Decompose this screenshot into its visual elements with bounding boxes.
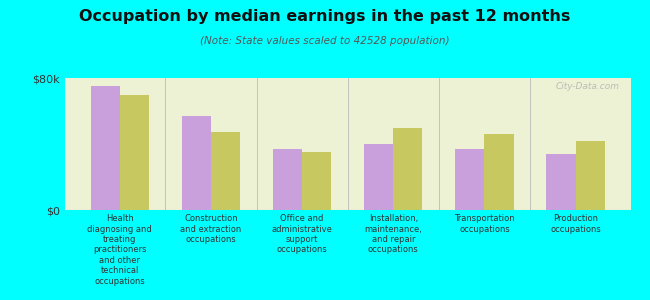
Bar <box>484 134 514 210</box>
Text: City-Data.com: City-Data.com <box>555 82 619 91</box>
Bar <box>455 149 484 210</box>
Bar <box>91 86 120 210</box>
Text: Occupation by median earnings in the past 12 months: Occupation by median earnings in the pas… <box>79 9 571 24</box>
Bar <box>302 152 332 210</box>
Bar <box>211 132 240 210</box>
Bar <box>576 141 604 210</box>
Bar <box>273 149 302 210</box>
Bar <box>120 94 149 210</box>
Bar <box>364 144 393 210</box>
Bar <box>182 116 211 210</box>
Bar <box>547 154 576 210</box>
Bar <box>393 128 422 210</box>
Text: (Note: State values scaled to 42528 population): (Note: State values scaled to 42528 popu… <box>200 36 450 46</box>
